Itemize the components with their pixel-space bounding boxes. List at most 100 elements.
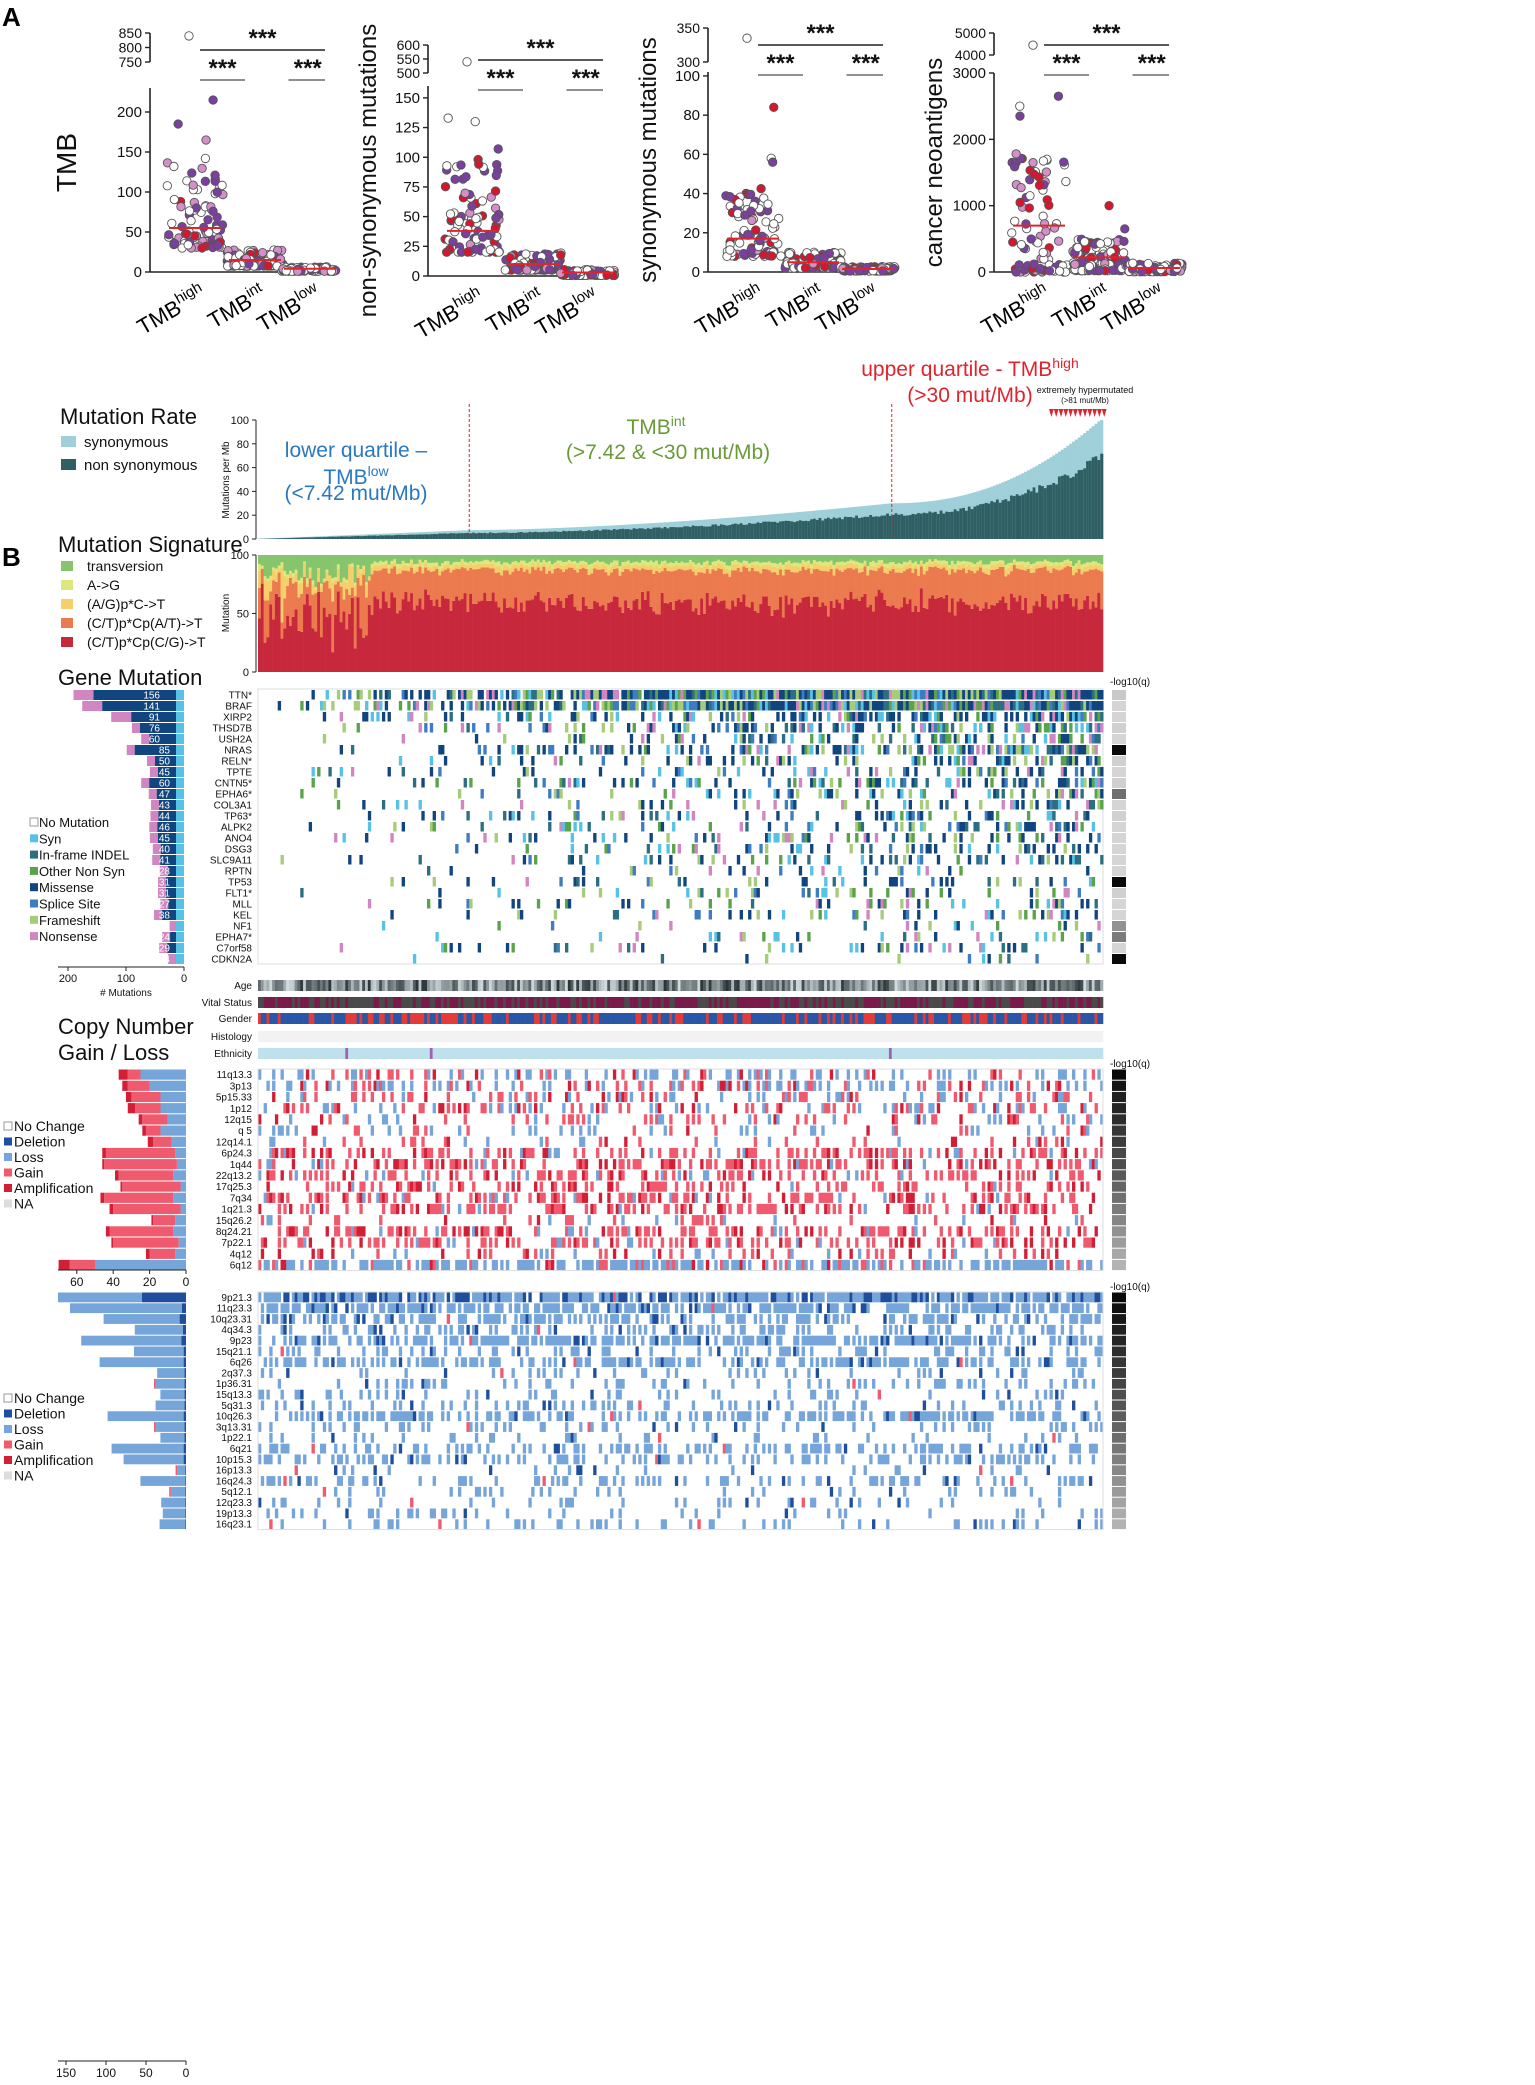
signature-bar-segment bbox=[497, 572, 501, 608]
signature-bar-segment bbox=[787, 555, 791, 561]
mutation-cell bbox=[773, 800, 777, 810]
signature-bar-segment bbox=[708, 573, 712, 606]
mutation-cell bbox=[976, 712, 980, 722]
legend-label: (C/T)p*Cp(A/T)->T bbox=[87, 615, 203, 631]
bar-nonsynonymous bbox=[1041, 486, 1045, 539]
signature-bar-segment bbox=[517, 562, 521, 566]
data-point bbox=[734, 198, 744, 208]
mutation-cell bbox=[1041, 712, 1045, 722]
signature-bar-segment bbox=[503, 565, 507, 571]
signature-bar-segment bbox=[477, 561, 481, 565]
signature-bar-segment bbox=[474, 564, 478, 570]
mutation-cell bbox=[652, 701, 656, 711]
signature-bar-segment bbox=[522, 571, 526, 612]
signature-bar-segment bbox=[500, 612, 504, 672]
gene-label: CNTN5* bbox=[215, 779, 252, 790]
signature-bar-segment bbox=[900, 567, 904, 573]
bar-nonsynonymous bbox=[1032, 487, 1036, 539]
signature-bar-segment bbox=[365, 584, 369, 598]
count-bar-syn bbox=[176, 899, 184, 909]
signature-bar-segment bbox=[835, 564, 839, 569]
signature-bar-segment bbox=[691, 611, 695, 672]
signature-bar-segment bbox=[274, 593, 279, 672]
legend-swatch bbox=[30, 850, 38, 859]
signature-bar-segment bbox=[725, 555, 729, 566]
mutation-cell bbox=[956, 778, 960, 788]
signature-bar-segment bbox=[959, 569, 963, 599]
signature-bar-segment bbox=[790, 565, 794, 572]
signature-bar-segment bbox=[829, 568, 833, 601]
hypermutated-marker bbox=[1058, 409, 1064, 417]
signature-bar-segment bbox=[269, 575, 273, 580]
count-bar-syn bbox=[176, 932, 184, 942]
bar-nonsynonymous bbox=[903, 515, 907, 539]
mutation-cell bbox=[1094, 745, 1098, 755]
mutation-cell bbox=[948, 822, 952, 832]
mutation-cell bbox=[362, 800, 366, 810]
mutation-cell bbox=[934, 734, 938, 744]
mutation-cell bbox=[790, 811, 794, 821]
signature-bar-segment bbox=[508, 564, 512, 569]
data-point bbox=[1053, 91, 1064, 101]
mutation-cell bbox=[886, 778, 890, 788]
signature-bar-segment bbox=[852, 564, 856, 570]
signature-bar-segment bbox=[1041, 561, 1045, 565]
annotation-sup: low bbox=[368, 463, 390, 479]
bar-nonsynonymous bbox=[714, 524, 718, 539]
signature-bar-segment bbox=[353, 555, 357, 583]
signature-bar-segment bbox=[590, 563, 594, 568]
signature-bar-segment bbox=[714, 596, 718, 672]
data-point bbox=[210, 170, 220, 180]
signature-bar-segment bbox=[362, 565, 366, 569]
signature-bar-segment bbox=[917, 569, 921, 576]
mutation-cell bbox=[922, 789, 927, 799]
signature-bar-segment bbox=[888, 570, 893, 607]
signature-bar-segment bbox=[866, 607, 870, 672]
signature-bar-segment bbox=[959, 564, 963, 570]
signature-bar-segment bbox=[832, 575, 836, 608]
signature-bar-segment bbox=[829, 564, 833, 569]
signature-bar-segment bbox=[1066, 593, 1070, 672]
signature-bar-segment bbox=[967, 564, 971, 570]
count-label: 47 bbox=[159, 790, 171, 801]
signature-bar-segment bbox=[604, 566, 608, 573]
signature-bar-segment bbox=[367, 555, 371, 577]
data-point bbox=[212, 224, 222, 234]
signature-bar-segment bbox=[736, 567, 740, 598]
bar-nonsynonymous bbox=[869, 515, 873, 539]
mutation-cell bbox=[339, 745, 344, 755]
bar-nonsynonymous bbox=[539, 532, 543, 539]
bar-nonsynonymous bbox=[317, 537, 321, 539]
data-point bbox=[471, 213, 481, 224]
mutation-cell bbox=[601, 756, 605, 766]
signature-bar-segment bbox=[925, 555, 929, 562]
signature-bar-segment bbox=[677, 565, 681, 569]
bar-nonsynonymous bbox=[950, 511, 955, 539]
signature-bar-segment bbox=[821, 570, 825, 603]
signature-bar-segment bbox=[883, 555, 887, 564]
signature-bar-segment bbox=[945, 555, 949, 562]
signature-bar-segment bbox=[787, 560, 791, 564]
q-value-cell bbox=[1112, 954, 1126, 964]
signature-bar-segment bbox=[626, 555, 631, 561]
signature-bar-segment bbox=[288, 625, 293, 672]
signature-bar-segment bbox=[826, 562, 831, 567]
x-tick-label: TMBhigh bbox=[410, 283, 488, 344]
mutation-cell bbox=[387, 712, 391, 722]
signature-bar-segment bbox=[745, 606, 749, 672]
signature-bar-segment bbox=[750, 562, 755, 565]
signature-bar-segment bbox=[359, 628, 363, 672]
y-tick-label: 40 bbox=[237, 486, 249, 498]
signature-bar-segment bbox=[624, 561, 628, 566]
bar-nonsynonymous bbox=[598, 530, 602, 539]
bar-nonsynonymous bbox=[559, 531, 563, 539]
signature-bar-segment bbox=[472, 562, 476, 566]
mutation-cell bbox=[767, 778, 772, 788]
signature-bar-segment bbox=[826, 566, 831, 572]
mutation-cell bbox=[381, 800, 386, 810]
bar-nonsynonymous bbox=[750, 523, 755, 539]
signature-bar-segment bbox=[990, 561, 994, 565]
mutation-cell bbox=[342, 723, 346, 733]
signature-bar-segment bbox=[457, 600, 462, 672]
signature-bar-segment bbox=[381, 568, 386, 592]
